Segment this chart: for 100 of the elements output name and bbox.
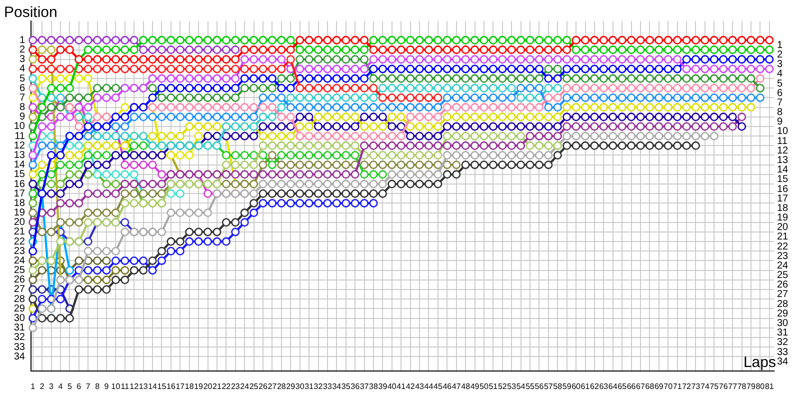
x-tick-label: 26 xyxy=(258,382,268,392)
y2-tick-label: 32 xyxy=(777,337,789,348)
y-tick-label: 17 xyxy=(14,188,26,200)
x-tick-label: 20 xyxy=(203,382,213,392)
y-tick-label: 11 xyxy=(14,130,26,142)
x-tick-label: 15 xyxy=(157,382,167,392)
x-tick-label: 65 xyxy=(618,382,628,392)
x-tick-label: 34 xyxy=(332,382,342,392)
x-tick-label: 79 xyxy=(746,382,756,392)
x-tick-label: 69 xyxy=(654,382,664,392)
x-tick-label: 63 xyxy=(599,382,609,392)
y2-tick-label: 15 xyxy=(777,174,789,186)
x-tick-label: 59 xyxy=(562,382,572,392)
y2-tick-label: 1 xyxy=(777,40,783,51)
y-tick-label: 7 xyxy=(19,92,26,104)
x-tick-label: 50 xyxy=(480,382,489,392)
y-tick-label: 29 xyxy=(14,303,26,314)
y-tick-label: 16 xyxy=(14,178,26,190)
y-tick-label: 26 xyxy=(14,274,26,286)
y2-tick-label: 21 xyxy=(777,232,789,243)
x-tick-label: 33 xyxy=(323,382,332,392)
y2-tick-label: 3 xyxy=(777,59,783,70)
x-tick-label: 35 xyxy=(341,382,351,392)
x-tick-label: 56 xyxy=(534,382,544,392)
y-tick-label: 18 xyxy=(14,198,26,209)
y2-tick-label: 26 xyxy=(777,280,789,291)
x-tick-label: 66 xyxy=(626,382,636,392)
x-tick-label: 17 xyxy=(176,382,186,392)
x-tick-label: 68 xyxy=(645,382,655,392)
y2-tick-label: 17 xyxy=(777,193,789,204)
y2-tick-label: 30 xyxy=(777,318,789,330)
x-tick-label: 78 xyxy=(737,382,747,392)
y2-tick-label: 33 xyxy=(777,346,789,358)
x-tick-label: 1 xyxy=(30,382,36,392)
x-tick-label: 48 xyxy=(461,382,471,392)
x-tick-label: 62 xyxy=(590,382,600,392)
x-tick-label: 67 xyxy=(636,382,646,392)
y2-tick-label: 25 xyxy=(777,270,789,282)
y-tick-label: 24 xyxy=(14,255,26,266)
y-tick-label: 22 xyxy=(14,236,26,248)
x-tick-label: 31 xyxy=(304,382,314,392)
y2-tick-label: 34 xyxy=(777,356,789,368)
x-tick-label: 45 xyxy=(433,382,443,392)
y-tick-label: 19 xyxy=(14,208,26,219)
y-tick-label: 31 xyxy=(14,322,26,334)
y-tick-label: 8 xyxy=(19,102,26,114)
x-tick-label: 10 xyxy=(111,382,121,392)
y-tick-label: 1 xyxy=(19,34,26,46)
y-tick-label: 20 xyxy=(14,217,26,228)
y2-tick-label: 14 xyxy=(777,164,789,176)
y2-tick-label: 19 xyxy=(777,212,789,224)
x-tick-label: 12 xyxy=(130,382,140,392)
y-tick-label: 4 xyxy=(19,64,26,75)
y-tick-label: 30 xyxy=(14,313,26,324)
x-tick-label: 11 xyxy=(120,382,130,392)
x-tick-label: 73 xyxy=(691,382,701,392)
x-tick-label: 37 xyxy=(360,382,370,392)
x-tick-label: 64 xyxy=(608,382,618,392)
x-tick-label: 70 xyxy=(664,382,674,392)
x-tick-label: 43 xyxy=(415,382,425,392)
y2-tick-label: 27 xyxy=(777,289,789,300)
y2-tick-label: 8 xyxy=(777,107,783,118)
x-tick-label: 24 xyxy=(240,382,250,392)
y-axis-title: Position xyxy=(4,4,58,21)
x-tick-label: 25 xyxy=(249,382,259,392)
y2-tick-label: 11 xyxy=(777,136,788,147)
y2-tick-label: 16 xyxy=(777,184,789,195)
x-tick-label: 36 xyxy=(350,382,360,392)
y-tick-label: 13 xyxy=(14,150,26,161)
y-tick-label: 21 xyxy=(14,226,26,238)
x-tick-label: 81 xyxy=(764,382,774,392)
y2-tick-label: 4 xyxy=(777,68,783,80)
y2-tick-label: 10 xyxy=(777,126,789,138)
x-tick-label: 44 xyxy=(424,382,434,392)
x-tick-label: 58 xyxy=(553,382,563,392)
x-tick-label: 16 xyxy=(166,382,176,392)
y-tick-label: 14 xyxy=(14,160,26,171)
x-tick-label: 74 xyxy=(700,382,710,392)
y2-tick-label: 31 xyxy=(777,328,789,339)
y2-tick-label: 24 xyxy=(777,260,789,272)
x-tick-label: 41 xyxy=(396,382,406,392)
x-tick-label: 72 xyxy=(682,382,692,392)
y2-tick-label: 28 xyxy=(777,298,789,310)
x-tick-label: 32 xyxy=(314,382,324,392)
x-tick-label: 9 xyxy=(104,382,110,392)
y-tick-label: 32 xyxy=(14,332,26,344)
x-tick-label: 28 xyxy=(276,382,286,392)
x-tick-label: 42 xyxy=(406,382,416,392)
y2-tick-label: 29 xyxy=(777,308,789,320)
x-tick-label: 19 xyxy=(194,382,204,392)
y2-tick-label: 5 xyxy=(777,78,783,90)
x-tick-label: 14 xyxy=(148,382,158,392)
y2-tick-label: 18 xyxy=(777,202,789,214)
y2-tick-label: 13 xyxy=(777,154,789,166)
y-tick-label: 3 xyxy=(19,54,26,66)
x-tick-label: 77 xyxy=(728,382,738,392)
y2-tick-label: 12 xyxy=(777,145,789,156)
x-tick-label: 22 xyxy=(222,382,232,392)
x-tick-label: 30 xyxy=(295,382,305,392)
y2-tick-label: 23 xyxy=(777,250,789,262)
